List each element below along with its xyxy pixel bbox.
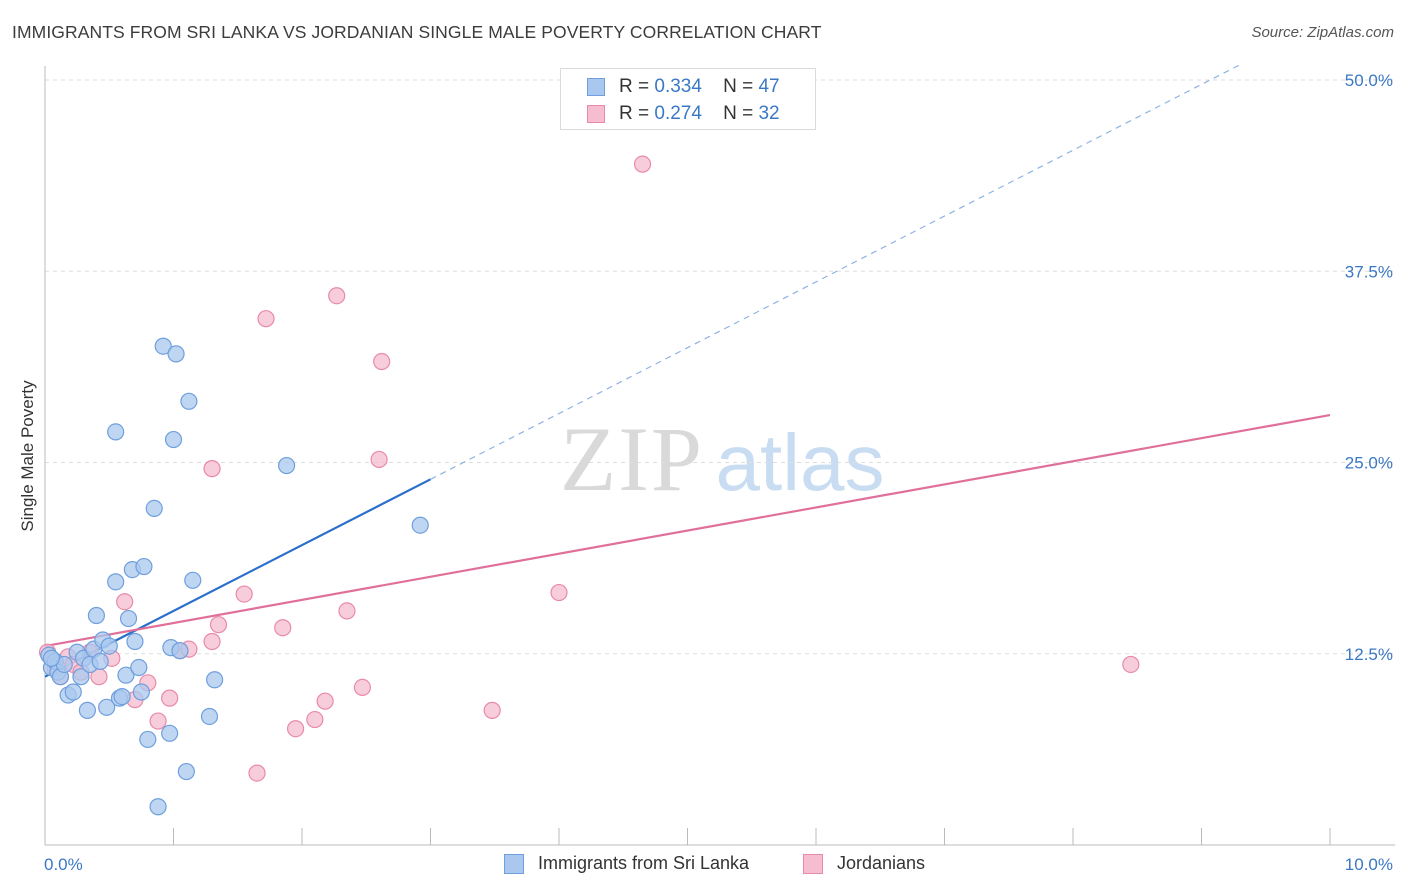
data-point-sri-lanka (206, 671, 224, 689)
legend-n-label: N = (723, 76, 754, 97)
data-point-jordanians (328, 287, 346, 305)
data-point-jordanians (203, 632, 221, 651)
data-point-jordanians (316, 692, 334, 710)
legend-label-sri-lanka: Immigrants from Sri Lanka (538, 853, 750, 873)
data-point-jordanians (483, 701, 501, 719)
data-point-jordanians (248, 764, 266, 782)
data-point-sri-lanka (411, 516, 429, 534)
legend-swatch-pink (803, 854, 823, 874)
data-point-sri-lanka (200, 707, 219, 726)
watermark-zip: ZIP (560, 408, 704, 510)
legend-r-value: 0.334 (654, 76, 702, 97)
data-point-sri-lanka (91, 652, 109, 671)
y-tick-label: 37.5% (1345, 262, 1393, 281)
legend-n-value: 32 (758, 103, 780, 124)
legend-r-label: R = (619, 103, 650, 124)
legend-n-label: N = (723, 103, 754, 124)
data-point-sri-lanka (167, 345, 185, 363)
data-point-sri-lanka (107, 423, 125, 441)
chart-title: IMMIGRANTS FROM SRI LANKA VS JORDANIAN S… (12, 22, 822, 42)
data-point-sri-lanka (154, 337, 172, 355)
data-point-sri-lanka (177, 762, 195, 781)
source-label: Source: ZipAtlas.com (1251, 24, 1394, 41)
data-point-sri-lanka (64, 683, 82, 701)
data-point-jordanians (633, 155, 652, 173)
data-point-sri-lanka (113, 687, 131, 706)
data-point-sri-lanka (130, 658, 148, 677)
legend-bottom: Immigrants from Sri Lanka Jordanians (0, 850, 1406, 880)
data-point-sri-lanka (139, 730, 157, 749)
data-point-sri-lanka (117, 666, 135, 684)
data-point-jordanians (116, 593, 134, 611)
legend-swatch-blue (587, 78, 605, 96)
data-point-sri-lanka (135, 557, 153, 576)
data-point-sri-lanka (164, 430, 183, 449)
legend-stats-box: R = 0.334 N = 47 R = 0.274 N = 32 (560, 68, 816, 130)
data-point-jordanians (235, 585, 253, 603)
data-point-sri-lanka (78, 701, 97, 719)
data-point-sri-lanka (72, 668, 90, 686)
data-point-sri-lanka (100, 637, 118, 655)
data-point-jordanians (149, 712, 167, 730)
data-point-jordanians (1122, 655, 1140, 674)
data-point-sri-lanka (98, 698, 116, 716)
data-point-sri-lanka (119, 609, 138, 628)
data-point-jordanians (550, 583, 568, 602)
data-point-sri-lanka (149, 798, 167, 816)
x-tick-label: 0.0% (44, 855, 83, 874)
y-tick-label: 50.0% (1345, 71, 1393, 90)
data-point-sri-lanka (126, 632, 144, 651)
data-point-jordanians (370, 450, 388, 469)
y-tick-label: 12.5% (1345, 645, 1393, 664)
data-point-jordanians (257, 310, 275, 328)
y-tick-label: 25.0% (1345, 454, 1393, 473)
legend-swatch-pink (587, 105, 605, 123)
data-point-sri-lanka (145, 499, 163, 517)
trendline-jordanians (44, 413, 1331, 648)
data-point-sri-lanka (161, 724, 179, 742)
data-point-jordanians (373, 352, 391, 371)
data-point-sri-lanka (180, 392, 198, 410)
data-point-sri-lanka (87, 606, 106, 625)
legend-r-label: R = (619, 76, 650, 97)
data-point-sri-lanka (132, 683, 150, 701)
data-point-jordanians (274, 619, 292, 637)
data-point-sri-lanka (171, 642, 189, 660)
data-point-jordanians (353, 678, 371, 697)
data-point-jordanians (286, 720, 305, 738)
x-tick-label: 10.0% (1345, 855, 1393, 874)
trendline-extension-sri-lanka (430, 64, 1241, 480)
data-point-sri-lanka (277, 456, 296, 475)
data-point-sri-lanka (107, 573, 125, 591)
legend-n-value: 47 (758, 76, 780, 97)
legend-r-value: 0.274 (654, 103, 702, 124)
legend-swatch-blue (504, 854, 524, 874)
data-point-jordanians (161, 689, 179, 707)
data-point-jordanians (306, 710, 324, 729)
legend-label-jordanians: Jordanians (837, 853, 926, 873)
data-point-sri-lanka (42, 649, 61, 667)
data-point-jordanians (209, 616, 228, 634)
data-point-jordanians (203, 460, 221, 478)
data-point-jordanians (338, 602, 356, 620)
data-point-sri-lanka (184, 571, 202, 589)
